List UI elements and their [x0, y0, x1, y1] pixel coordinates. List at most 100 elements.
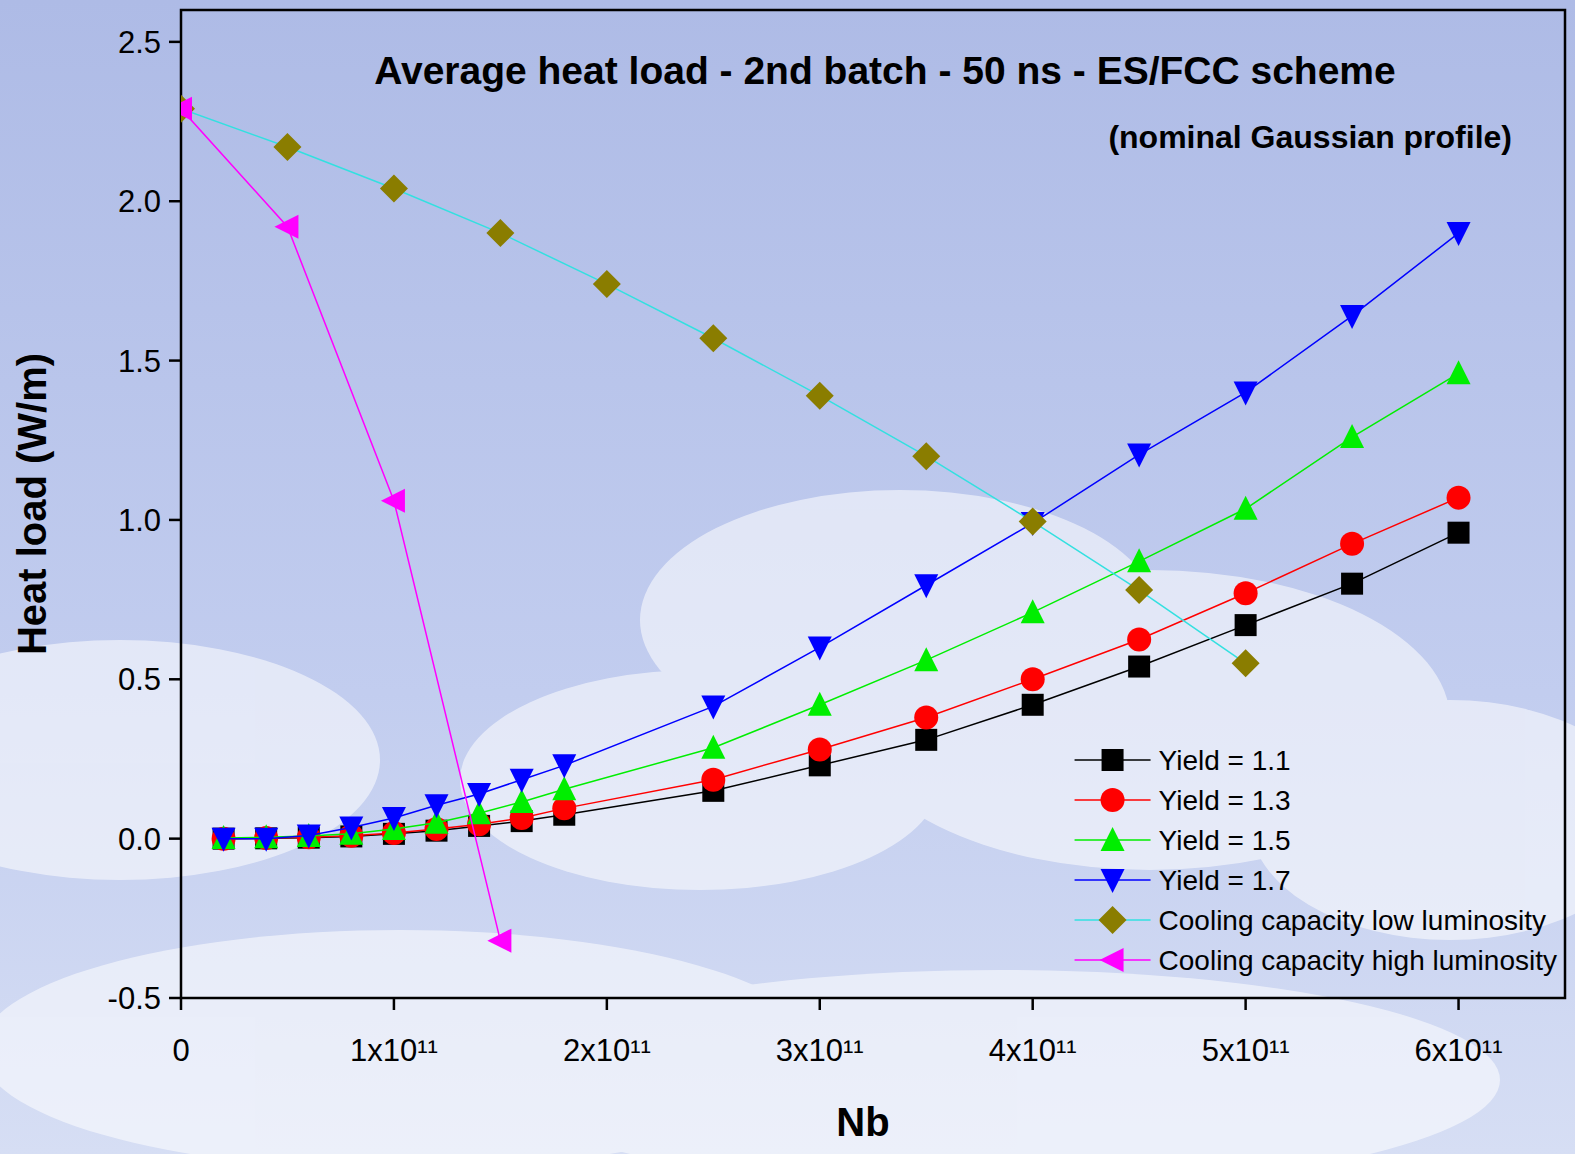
- data-point: [1128, 656, 1150, 678]
- plot-frame: [181, 10, 1565, 998]
- data-point: [1022, 694, 1044, 716]
- y-tick-label: -0.5: [108, 981, 161, 1016]
- legend-marker: [1101, 788, 1125, 812]
- y-tick: [169, 837, 181, 840]
- data-point: [425, 794, 449, 818]
- data-point: [1340, 305, 1364, 329]
- legend-marker: [1099, 906, 1127, 934]
- data-point: [487, 929, 511, 953]
- y-tick-label: 0.5: [118, 662, 161, 697]
- data-point: [593, 270, 621, 298]
- chart: -0.50.00.51.01.52.02.501x10¹¹2x10¹¹3x10¹…: [0, 0, 1575, 1154]
- data-point: [1127, 548, 1151, 572]
- cloud: [1250, 700, 1575, 940]
- data-point: [808, 692, 832, 716]
- x-tick-label: 4x10¹¹: [989, 1033, 1077, 1068]
- data-point: [467, 783, 491, 807]
- data-point: [273, 133, 301, 161]
- data-point: [552, 754, 576, 778]
- y-tick-label: 2.5: [118, 25, 161, 60]
- data-point: [1019, 508, 1047, 536]
- data-point: [1234, 581, 1258, 605]
- data-point: [382, 807, 406, 831]
- series-line: [224, 373, 1459, 838]
- legend-label: Cooling capacity high luminosity: [1159, 945, 1557, 976]
- y-tick-label: 1.0: [118, 503, 161, 538]
- y-tick: [169, 678, 181, 681]
- x-tick-label: 0: [172, 1033, 189, 1068]
- y-tick-label: 2.0: [118, 184, 161, 219]
- data-point: [1448, 522, 1470, 544]
- clouds: [0, 490, 1575, 1154]
- y-tick: [169, 41, 181, 44]
- data-point: [1447, 360, 1471, 384]
- legend-marker: [1101, 869, 1125, 893]
- data-point: [274, 215, 298, 239]
- data-point: [510, 769, 534, 793]
- x-tick: [1457, 998, 1460, 1010]
- x-tick: [393, 998, 396, 1010]
- data-point: [1232, 649, 1260, 677]
- x-tick: [819, 998, 822, 1010]
- cloud: [460, 670, 940, 890]
- title: Average heat load - 2nd batch - 50 ns - …: [374, 49, 1396, 92]
- y-axis-title: Heat load (W/m): [10, 353, 54, 655]
- data-point: [1341, 573, 1363, 595]
- cloud: [0, 640, 380, 880]
- y-tick: [169, 997, 181, 1000]
- data-point: [1021, 667, 1045, 691]
- legend-label: Yield = 1.7: [1159, 865, 1291, 896]
- legend-marker: [1100, 948, 1124, 972]
- data-point: [381, 489, 405, 513]
- x-tick: [1031, 998, 1034, 1010]
- x-tick-label: 6x10¹¹: [1415, 1033, 1503, 1068]
- legend-label: Yield = 1.1: [1159, 745, 1291, 776]
- data-point: [181, 97, 192, 121]
- data-point: [1235, 614, 1257, 636]
- data-point: [1234, 496, 1258, 520]
- data-point: [1340, 424, 1364, 448]
- data-point: [914, 706, 938, 730]
- data-point: [1447, 222, 1471, 246]
- series-line: [224, 498, 1459, 839]
- data-point: [1125, 576, 1153, 604]
- series-line: [181, 109, 500, 941]
- series-line: [224, 233, 1459, 839]
- x-tick-label: 3x10¹¹: [776, 1033, 864, 1068]
- x-tick-label: 2x10¹¹: [563, 1033, 651, 1068]
- data-point: [1340, 532, 1364, 556]
- data-point: [1021, 599, 1045, 623]
- data-point: [1234, 381, 1258, 405]
- legend: Yield = 1.1 Yield = 1.3 Yield = 1.5 Yield =…: [1075, 745, 1557, 976]
- legend-label: Yield = 1.5: [1159, 825, 1291, 856]
- plot-area: [181, 95, 1471, 953]
- data-point: [915, 729, 937, 751]
- data-point: [701, 735, 725, 759]
- legend-label: Yield = 1.3: [1159, 785, 1291, 816]
- data-point: [254, 828, 278, 852]
- y-tick: [169, 200, 181, 203]
- legend-marker: [1102, 749, 1124, 771]
- data-point: [699, 324, 727, 352]
- x-tick: [1244, 998, 1247, 1010]
- y-tick-label: 0.0: [118, 822, 161, 857]
- data-point: [808, 737, 832, 761]
- data-point: [212, 828, 236, 852]
- data-point: [1447, 486, 1471, 510]
- data-point: [701, 768, 725, 792]
- legend-label: Cooling capacity low luminosity: [1159, 905, 1547, 936]
- x-tick: [606, 998, 609, 1010]
- data-point: [1127, 444, 1151, 468]
- y-tick: [169, 519, 181, 522]
- data-point: [912, 442, 940, 470]
- x-tick: [180, 998, 183, 1010]
- legend-marker: [1101, 827, 1125, 851]
- y-tick-label: 1.5: [118, 344, 161, 379]
- data-point: [339, 816, 363, 840]
- y-tick: [169, 359, 181, 362]
- data-point: [380, 174, 408, 202]
- data-point: [297, 824, 321, 848]
- data-point: [808, 636, 832, 660]
- data-point: [914, 574, 938, 598]
- series-line: [181, 109, 1246, 664]
